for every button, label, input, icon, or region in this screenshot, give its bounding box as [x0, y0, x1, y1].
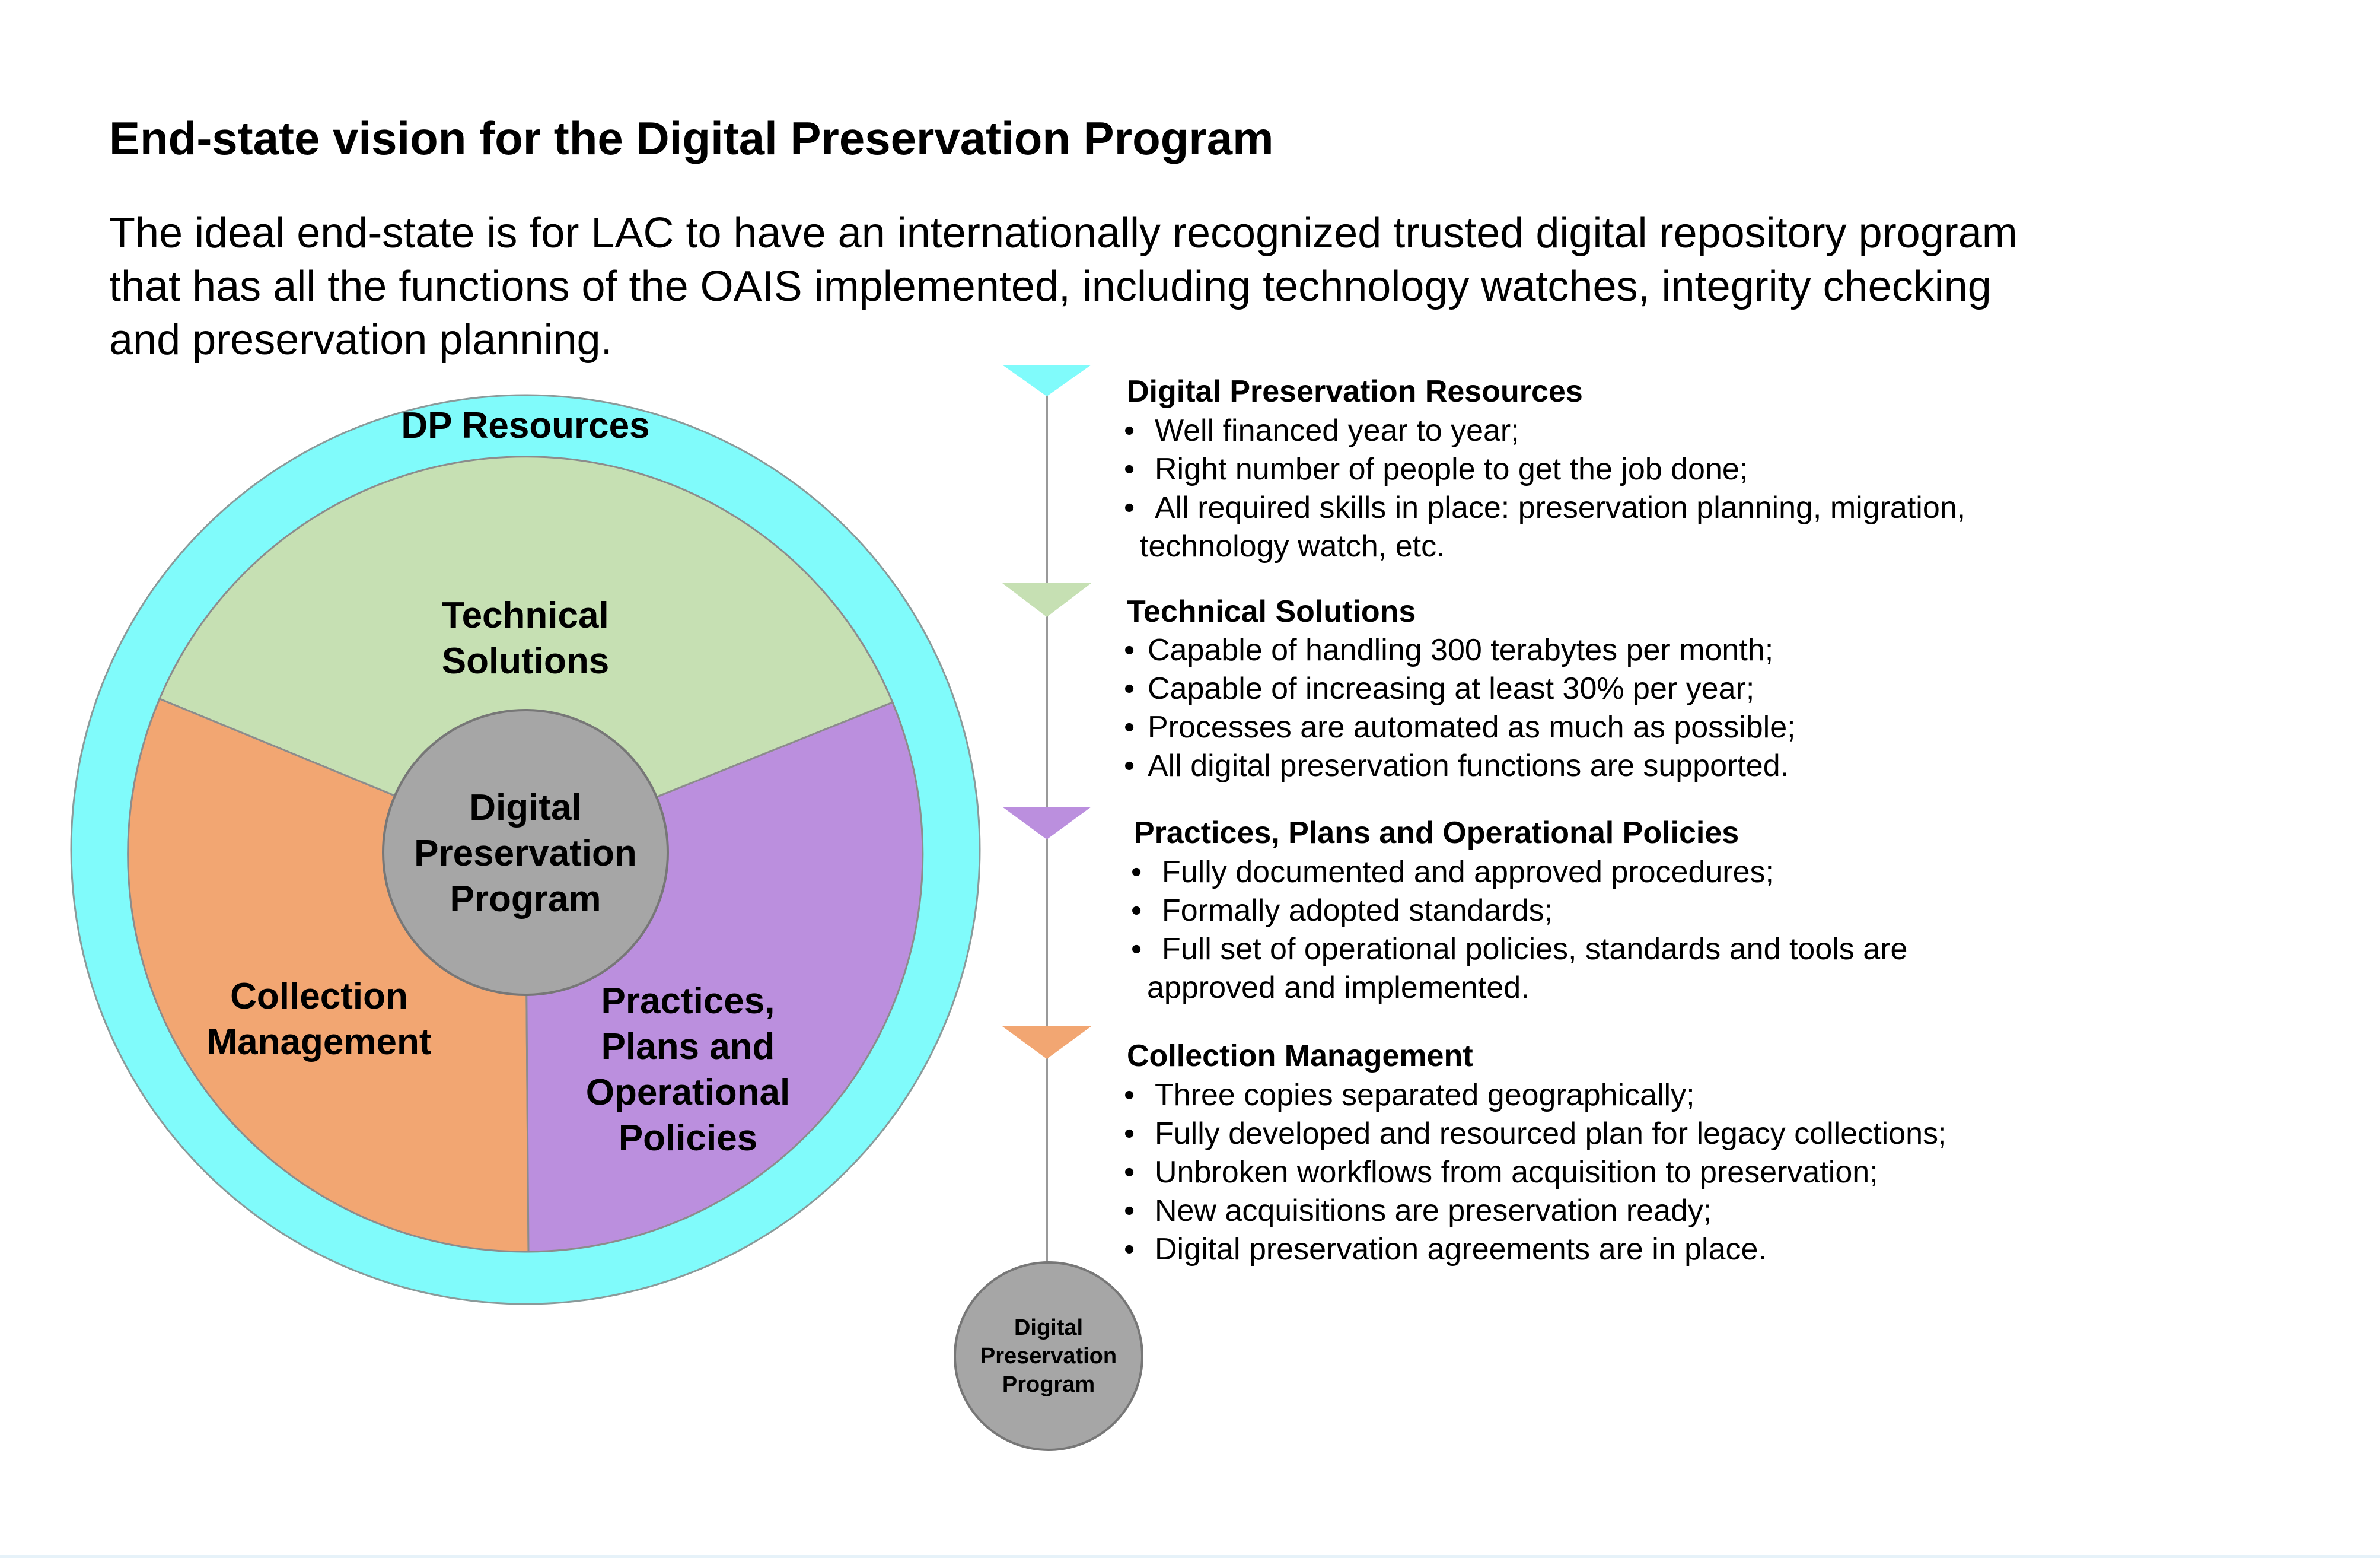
bullet-item: • Fully documented and approved procedure…: [1131, 855, 1774, 889]
bullet-item: • Right number of people to get the job d…: [1124, 452, 1748, 486]
bullet-item: • Digital preservation agreements are in …: [1124, 1232, 1767, 1267]
bullet-item: • All required skills in place: preservat…: [1124, 491, 1966, 525]
bottom-divider: [0, 1555, 2380, 1558]
bullet-item: • Three copies separated geographically;: [1124, 1078, 1695, 1112]
bullet-continuation: technology watch, etc.: [1140, 529, 1445, 564]
intro-paragraph: The ideal end-state is for LAC to have a…: [109, 206, 2126, 367]
timeline-end-label: Digital: [1014, 1315, 1083, 1340]
resources-label: DP Resources: [401, 405, 649, 446]
practices-label: Operational: [586, 1072, 791, 1113]
practices-label: Practices,: [601, 981, 775, 1022]
bullet-icon: •: [1124, 1116, 1135, 1151]
technical-label: Technical: [442, 595, 608, 636]
bullet-icon: •: [1124, 1194, 1135, 1228]
timeline-end-label: Preservation: [980, 1344, 1117, 1369]
timeline-end-circle: [954, 1261, 1143, 1451]
section-title-technical: Technical Solutions: [1127, 594, 1416, 629]
collection-label: Management: [207, 1022, 432, 1062]
bullet-icon: •: [1124, 633, 1135, 667]
bullet-item: • All digital preservation functions are …: [1124, 749, 1789, 783]
timeline-marker-resources: [1002, 365, 1091, 396]
timeline-marker-technical: [1002, 583, 1091, 617]
bullet-icon: •: [1124, 1155, 1135, 1189]
timeline-marker-collection: [1002, 1026, 1091, 1059]
intro-line: and preservation planning.: [109, 316, 613, 364]
bullet-icon: •: [1124, 710, 1135, 745]
bullet-item: • New acquisitions are preservation ready…: [1124, 1194, 1712, 1228]
bullet-continuation: approved and implemented.: [1147, 971, 1530, 1005]
bullet-item: • Well financed year to year;: [1124, 413, 1519, 448]
core-label: Program: [450, 879, 601, 920]
core-label: Digital: [469, 787, 581, 828]
bullet-item: • Full set of operational policies, stand…: [1131, 932, 1908, 966]
core-circle: [382, 709, 669, 996]
bullet-item: • Unbroken workflows from acquisition to …: [1124, 1155, 1878, 1189]
bullet-item: • Formally adopted standards;: [1131, 893, 1553, 928]
practices-label: Policies: [619, 1118, 757, 1159]
section-title-resources: Digital Preservation Resources: [1127, 374, 1583, 409]
technical-solutions-sector: [158, 456, 894, 851]
timeline-marker-practices: [1002, 807, 1091, 839]
intro-line: The ideal end-state is for LAC to have a…: [109, 209, 2018, 257]
bullet-icon: •: [1124, 749, 1135, 783]
intro-line: that has all the functions of the OAIS i…: [109, 263, 1992, 310]
collection-label: Collection: [230, 976, 408, 1017]
bullet-item: • Capable of handling 300 terabytes per m…: [1124, 633, 1774, 667]
bullet-icon: •: [1124, 452, 1135, 486]
bullet-item: • Fully developed and resourced plan for …: [1124, 1116, 1947, 1151]
section-title-collection: Collection Management: [1127, 1039, 1473, 1073]
bullet-icon: •: [1124, 413, 1135, 448]
bullet-icon: •: [1131, 855, 1142, 889]
bullet-item: • Capable of increasing at least 30% per …: [1124, 672, 1755, 706]
practices-label: Plans and: [601, 1026, 775, 1067]
bullet-icon: •: [1124, 491, 1135, 525]
bullet-icon: •: [1131, 932, 1142, 966]
bullet-icon: •: [1131, 893, 1142, 928]
core-label: Preservation: [414, 833, 637, 874]
technical-label: Solutions: [442, 641, 609, 682]
bullet-icon: •: [1124, 1078, 1135, 1112]
page-title: End-state vision for the Digital Preserv…: [109, 112, 1274, 164]
timeline-end-label: Program: [1002, 1372, 1095, 1397]
bullet-item: • Processes are automated as much as poss…: [1124, 710, 1796, 745]
bullet-icon: •: [1124, 1232, 1135, 1267]
bullet-icon: •: [1124, 672, 1135, 706]
section-title-practices: Practices, Plans and Operational Policie…: [1134, 816, 1739, 850]
